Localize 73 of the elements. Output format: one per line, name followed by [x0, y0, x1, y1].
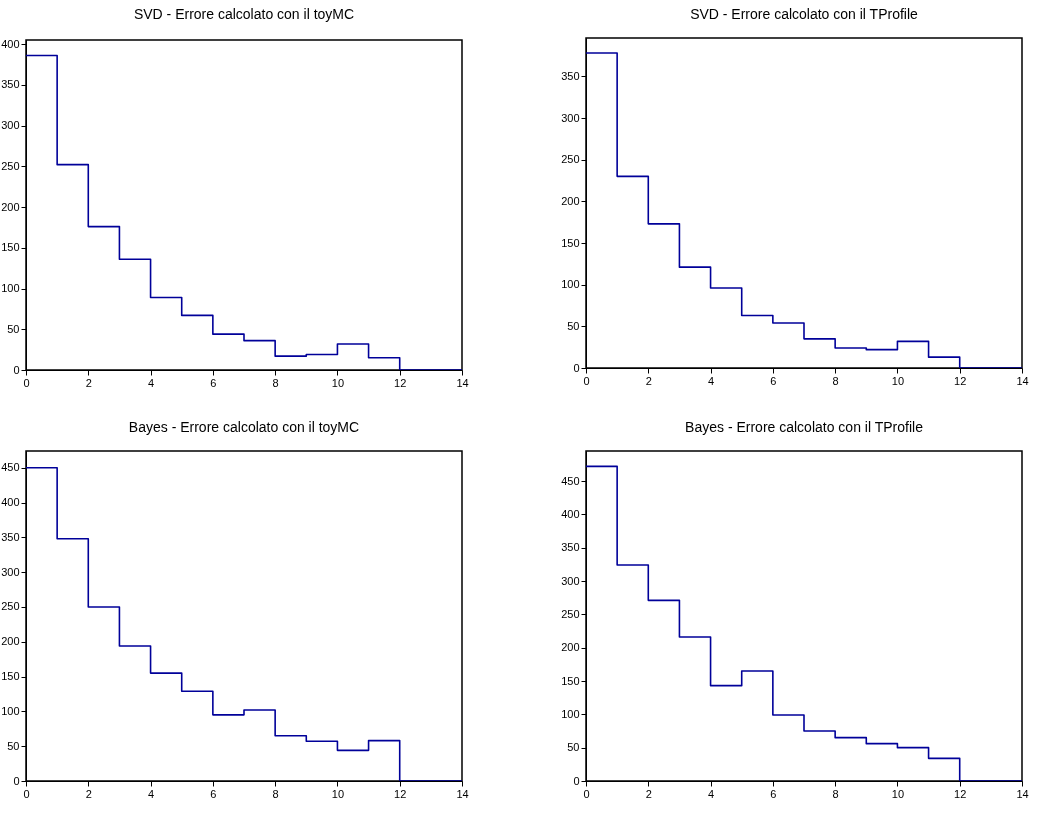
y-tick-label: 50: [567, 741, 580, 754]
x-tick-label: 14: [456, 376, 469, 389]
x-tick-label: 10: [331, 787, 345, 800]
x-tick-label: 10: [331, 376, 345, 389]
x-tick-label: 0: [583, 374, 590, 387]
x-tick-label: 4: [148, 376, 155, 389]
y-tick-label: 0: [13, 363, 20, 376]
x-tick-label: 6: [210, 376, 217, 389]
y-tick-label: 300: [1, 565, 20, 578]
x-tick-label: 2: [645, 787, 652, 800]
x-tick-label: 6: [770, 374, 777, 387]
x-tick-label: 12: [954, 787, 967, 800]
x-tick-label: 14: [1016, 787, 1029, 800]
x-tick-label: 0: [23, 787, 30, 800]
y-tick-label: 100: [561, 707, 580, 720]
y-tick-label: 300: [561, 574, 580, 587]
y-tick-label: 200: [561, 641, 580, 654]
x-tick-label: 2: [85, 787, 92, 800]
y-tick-label: 350: [1, 530, 20, 543]
x-tick-label: 12: [954, 374, 967, 387]
y-tick-label: 0: [13, 774, 20, 787]
chart-title: SVD - Errore calcolato con il toyMC: [133, 6, 355, 23]
x-tick-label: 12: [394, 376, 407, 389]
y-tick-label: 200: [1, 200, 20, 213]
y-tick-label: 150: [561, 236, 580, 249]
x-tick-label: 0: [583, 787, 590, 800]
y-tick-label: 300: [561, 111, 580, 124]
x-tick-label: 6: [770, 787, 777, 800]
y-tick-label: 300: [1, 119, 20, 132]
x-tick-label: 8: [272, 376, 279, 389]
y-tick-label: 250: [561, 153, 580, 166]
y-tick-label: 450: [561, 474, 580, 487]
y-tick-label: 200: [561, 194, 580, 207]
y-tick-label: 450: [1, 461, 20, 474]
y-tick-label: 350: [561, 541, 580, 554]
x-tick-label: 4: [708, 787, 715, 800]
chart-title: Bayes - Errore calcolato con il TProfile: [685, 419, 924, 435]
y-tick-label: 400: [561, 507, 580, 520]
y-tick-label: 150: [1, 241, 20, 254]
x-tick-label: 12: [394, 787, 407, 800]
x-tick-label: 0: [23, 376, 30, 389]
y-tick-label: 50: [7, 739, 20, 752]
x-tick-label: 10: [891, 374, 905, 387]
x-tick-label: 10: [891, 787, 905, 800]
x-tick-label: 8: [832, 374, 839, 387]
y-tick-label: 0: [573, 774, 580, 787]
y-tick-label: 400: [1, 37, 20, 50]
y-tick-label: 100: [1, 704, 20, 717]
y-tick-label: 150: [1, 670, 20, 683]
chart-title: Bayes - Errore calcolato con il toyMC: [128, 419, 360, 435]
y-tick-label: 100: [561, 278, 580, 291]
y-tick-label: 250: [561, 607, 580, 620]
x-tick-label: 6: [210, 787, 217, 800]
y-tick-label: 250: [1, 159, 20, 172]
x-tick-label: 14: [456, 787, 469, 800]
y-tick-label: 200: [1, 635, 20, 648]
x-tick-label: 4: [148, 787, 155, 800]
y-tick-label: 0: [573, 361, 580, 374]
y-tick-label: 400: [1, 496, 20, 509]
y-tick-label: 50: [7, 322, 20, 335]
y-tick-label: 250: [1, 600, 20, 613]
x-tick-label: 14: [1016, 374, 1029, 387]
x-tick-label: 8: [832, 787, 839, 800]
y-tick-label: 50: [567, 319, 580, 332]
y-tick-label: 350: [1, 78, 20, 91]
y-tick-label: 100: [1, 282, 20, 295]
x-tick-label: 4: [708, 374, 715, 387]
x-tick-label: 2: [645, 374, 652, 387]
chart-title: SVD - Errore calcolato con il TProfile: [690, 6, 919, 22]
x-tick-label: 8: [272, 787, 279, 800]
y-tick-label: 150: [561, 674, 580, 687]
x-tick-label: 2: [85, 376, 92, 389]
y-tick-label: 350: [561, 69, 580, 82]
